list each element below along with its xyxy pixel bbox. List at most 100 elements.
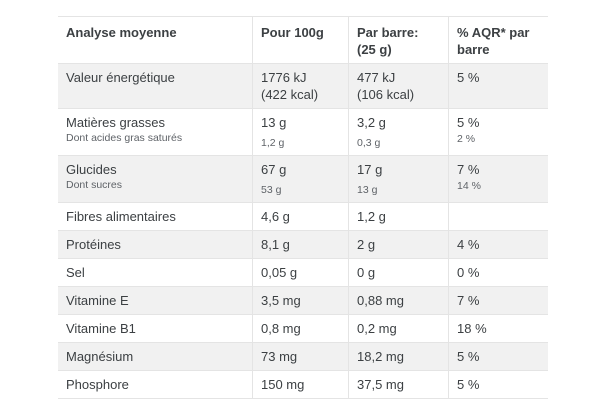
table-header-row: Analyse moyenne Pour 100g Par barre: (25… [58,16,548,63]
row-label-cell: Phosphore [58,371,252,398]
cell-value: 3,2 g [357,115,386,130]
table-row: Magnésium 73 mg 18,2 mg 5 % [58,342,548,370]
row-label-cell: Vitamine B1 [58,315,252,342]
table-row: Matières grasses Dont acides gras saturés… [58,108,548,155]
cell-value: 5 % [457,377,480,392]
value-cell: 17 g 13 g [348,156,448,202]
cell-value-secondary: (106 kcal) [357,87,415,102]
value-cell: 0 g [348,259,448,286]
value-cell: 3,5 mg [252,287,348,314]
nutrition-table: Analyse moyenne Pour 100g Par barre: (25… [58,16,548,399]
row-label-cell: Sel [58,259,252,286]
cell-value: 4,6 g [261,209,290,224]
table-row: Vitamine E 3,5 mg 0,88 mg 7 % [58,286,548,314]
table-row: Phosphore 150 mg 37,5 mg 5 % [58,370,548,398]
value-cell: 1,2 g [348,203,448,230]
nutrient-label: Matières grasses [66,115,165,130]
cell-value: 8,1 g [261,237,290,252]
cell-value: 1776 kJ [261,70,307,85]
cell-value: 17 g [357,162,383,177]
value-cell: 1776 kJ (422 kcal) [252,64,348,108]
cell-subvalue: 1,2 g [261,137,285,149]
row-label-cell: Valeur énergétique [58,64,252,108]
cell-value: 18,2 mg [357,349,404,364]
value-cell: 4,6 g [252,203,348,230]
value-cell: 13 g 1,2 g [252,109,348,155]
cell-subvalue: 14 % [457,180,481,192]
cell-value: 1,2 g [357,209,386,224]
value-cell [448,203,548,230]
value-cell: 73 mg [252,343,348,370]
value-cell: 8,1 g [252,231,348,258]
value-cell: 67 g 53 g [252,156,348,202]
value-cell: 7 % 14 % [448,156,548,202]
cell-value: 5 % [457,70,480,85]
cell-value: 13 g [261,115,287,130]
cell-value: 3,5 mg [261,293,301,308]
column-header-par-barre: Par barre: (25 g) [348,17,448,63]
value-cell: 0,88 mg [348,287,448,314]
value-cell: 0,8 mg [252,315,348,342]
table-row: Fibres alimentaires 4,6 g 1,2 g [58,202,548,230]
nutrient-label: Valeur énergétique [66,70,175,85]
value-cell: 18 % [448,315,548,342]
value-cell: 0,05 g [252,259,348,286]
row-label-cell: Protéines [58,231,252,258]
cell-value: 73 mg [261,349,298,364]
row-label-cell: Magnésium [58,343,252,370]
value-cell: 5 % [448,64,548,108]
table-row: Valeur énergétique 1776 kJ (422 kcal) 477 k… [58,63,548,108]
value-cell: 5 % [448,343,548,370]
cell-value: 18 % [457,321,487,336]
value-cell: 7 % [448,287,548,314]
row-label-cell: Fibres alimentaires [58,203,252,230]
nutrient-sublabel: Dont sucres [66,179,123,191]
cell-value: 0,88 mg [357,293,404,308]
nutrient-sublabel: Dont acides gras saturés [66,132,183,144]
cell-value: 5 % [457,349,480,364]
cell-value: 0,2 mg [357,321,397,336]
cell-value: 150 mg [261,377,305,392]
value-cell: 4 % [448,231,548,258]
cell-value: 4 % [457,237,480,252]
cell-value: 2 g [357,237,376,252]
cell-value: 0 g [357,265,376,280]
cell-value: 7 % [457,293,480,308]
value-cell: 5 % [448,371,548,398]
row-label-cell: Matières grasses Dont acides gras saturés [58,109,252,155]
table-row: Protéines 8,1 g 2 g 4 % [58,230,548,258]
cell-subvalue: 53 g [261,184,282,196]
cell-value: 5 % [457,115,480,130]
cell-subvalue: 13 g [357,184,378,196]
value-cell: 5 % 2 % [448,109,548,155]
column-header-aqr-par-barre: % AQR* par barre [448,17,548,63]
cell-subvalue: 0,3 g [357,137,381,149]
column-header-analyse-moyenne: Analyse moyenne [66,25,177,40]
column-header-pour-100g: Pour 100g [252,17,348,63]
value-cell: 477 kJ (106 kcal) [348,64,448,108]
value-cell: 2 g [348,231,448,258]
cell-value-secondary: (422 kcal) [261,87,319,102]
row-label-cell: Glucides Dont sucres [58,156,252,202]
value-cell: 18,2 mg [348,343,448,370]
nutrient-label: Glucides [66,162,117,177]
cell-value: 67 g [261,162,287,177]
table-body: Valeur énergétique 1776 kJ (422 kcal) 477 k… [58,63,548,398]
nutrient-label: Vitamine E [66,293,129,308]
table-row: Vitamine B1 0,8 mg 0,2 mg 18 % [58,314,548,342]
table-row: Sel 0,05 g 0 g 0 % [58,258,548,286]
cell-value: 0 % [457,265,480,280]
value-cell: 0,2 mg [348,315,448,342]
table-row: Glucides Dont sucres 67 g 53 g 17 g 13 g 7 % 14… [58,155,548,202]
cell-subvalue: 2 % [457,133,476,145]
cell-value: 0,8 mg [261,321,301,336]
cell-value: 0,05 g [261,265,298,280]
nutrient-label: Fibres alimentaires [66,209,176,224]
nutrient-label: Protéines [66,237,121,252]
nutrient-label: Phosphore [66,377,129,392]
cell-value: 37,5 mg [357,377,404,392]
value-cell: 150 mg [252,371,348,398]
cell-value: 7 % [457,162,480,177]
value-cell: 0 % [448,259,548,286]
cell-value: 477 kJ [357,70,396,85]
